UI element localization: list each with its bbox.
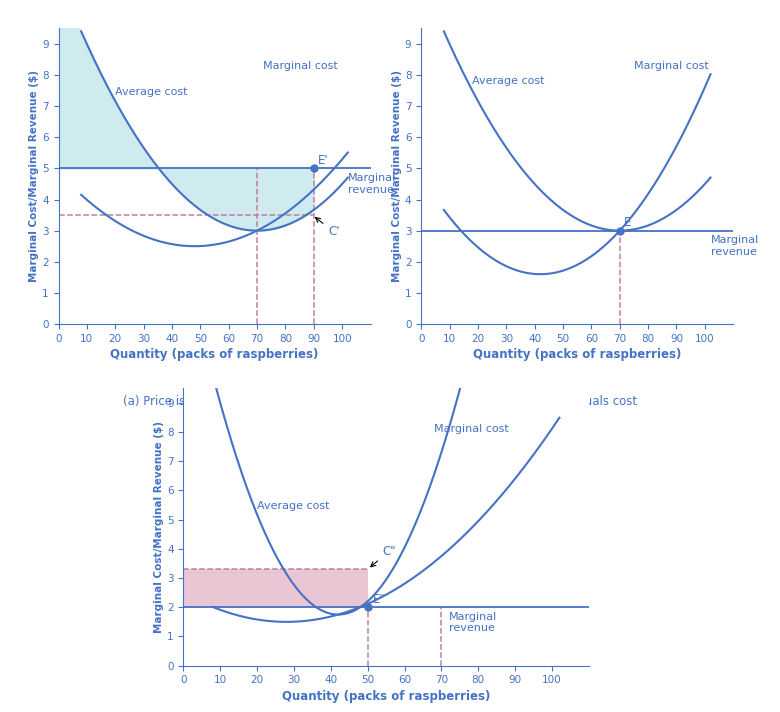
Text: C": C" [370, 545, 396, 567]
X-axis label: Quantity (packs of raspberries): Quantity (packs of raspberries) [110, 348, 319, 361]
Text: E": E" [373, 593, 386, 606]
X-axis label: Quantity (packs of raspberries): Quantity (packs of raspberries) [473, 348, 682, 361]
Text: (a) Price is above average cost: (a) Price is above average cost [123, 395, 306, 408]
Text: (b) Price equals cost: (b) Price equals cost [517, 395, 637, 408]
Text: Marginal cost: Marginal cost [263, 61, 338, 71]
Text: Average cost: Average cost [472, 76, 544, 86]
Text: Marginal
revenue: Marginal revenue [348, 173, 396, 194]
Y-axis label: Marginal Cost/Marginal Revenue ($): Marginal Cost/Marginal Revenue ($) [154, 421, 164, 633]
Bar [183, 570, 367, 607]
Text: E': E' [318, 154, 328, 167]
Y-axis label: Marginal Cost/Marginal Revenue ($): Marginal Cost/Marginal Revenue ($) [392, 70, 402, 282]
Text: Marginal cost: Marginal cost [634, 61, 709, 71]
Text: Marginal cost: Marginal cost [434, 424, 509, 434]
Text: Average cost: Average cost [115, 87, 188, 97]
Y-axis label: Marginal Cost/Marginal Revenue ($): Marginal Cost/Marginal Revenue ($) [30, 70, 39, 282]
Text: Marginal
revenue: Marginal revenue [711, 235, 759, 257]
Text: C': C' [316, 218, 339, 239]
Text: E: E [624, 216, 631, 229]
Text: Marginal
revenue: Marginal revenue [448, 612, 497, 633]
Text: Average cost: Average cost [257, 501, 329, 511]
X-axis label: Quantity (packs of raspberries): Quantity (packs of raspberries) [282, 690, 491, 703]
